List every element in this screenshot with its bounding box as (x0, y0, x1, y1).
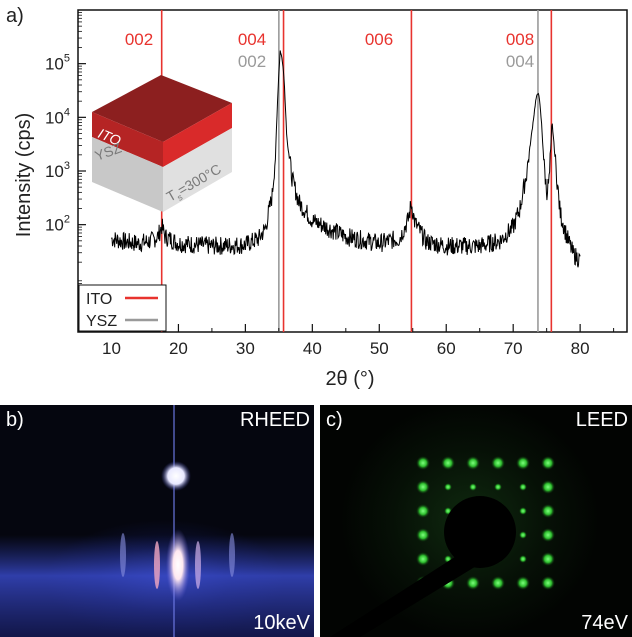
leed-spot (466, 576, 480, 590)
leed-spot (519, 531, 527, 539)
x-tick-label: 70 (504, 339, 523, 358)
rheed-pattern (0, 405, 314, 637)
panel-c-leed-image: c) LEED 74eV (320, 405, 632, 637)
legend-box (78, 284, 167, 332)
cube-left-ysz (92, 137, 163, 212)
legend: ITO YSZ (78, 284, 167, 332)
y-tick-label: 104 (45, 106, 70, 127)
y-axis-label: Intensity (cps) (13, 113, 35, 237)
panel-b-letter: b) (6, 409, 24, 431)
leed-spot (466, 456, 480, 470)
x-tick-label: 50 (370, 339, 389, 358)
series-group (111, 50, 581, 268)
leed-electron-gun-shadow (444, 496, 516, 568)
cube-right-ito (163, 103, 232, 167)
panel-b-title: RHEED (239, 409, 310, 431)
peak-label-ito-004: 004 (238, 30, 266, 49)
leed-spot (494, 483, 502, 491)
leed-spot (444, 483, 452, 491)
leed-spot (416, 528, 430, 542)
x-axis-label: 2θ (°) (325, 368, 374, 390)
y-tick-label: 102 (45, 214, 70, 235)
leed-spot (541, 576, 555, 590)
xrd-series-line (111, 50, 581, 268)
peak-label-ysz-002: 002 (238, 52, 266, 71)
legend-ito-label: ITO (86, 291, 112, 308)
rheed-streak-right (195, 541, 201, 589)
leed-spot (416, 480, 430, 494)
leed-spot (541, 456, 555, 470)
leed-spot (519, 555, 527, 563)
reference-lines (160, 10, 553, 332)
cube-top-face (92, 75, 232, 142)
leed-spot (416, 552, 430, 566)
leed-spot (469, 483, 477, 491)
leed-spot (519, 507, 527, 515)
x-tick-label: 20 (169, 339, 188, 358)
x-tick-label: 10 (102, 339, 121, 358)
leed-spot (441, 456, 455, 470)
x-tick-label: 30 (236, 339, 255, 358)
peak-labels: 002 004 002 006 008 004 (125, 30, 534, 71)
y-tick-label: 105 (45, 53, 70, 74)
legend-ysz-label: YSZ (86, 313, 117, 330)
x-tick-label: 40 (303, 339, 322, 358)
peak-label-ito-008: 008 (506, 30, 534, 49)
rheed-streak-far-left (120, 533, 126, 577)
leed-pattern (330, 456, 555, 637)
leed-spot (541, 552, 555, 566)
inset-sample-cube: ITO YSZ Ts=300°C (92, 75, 232, 212)
leed-spot (516, 456, 530, 470)
x-tick-label: 80 (571, 339, 590, 358)
panel-b-energy: 10keV (253, 612, 310, 634)
rheed-streak-left (154, 541, 160, 589)
peak-label-ito-002: 002 (125, 30, 153, 49)
panel-c-title: LEED (575, 409, 628, 431)
leed-spot (519, 483, 527, 491)
rheed-specular-streak (166, 529, 190, 601)
y-axis-ticks: 105 104 103 102 (45, 12, 86, 317)
cube-left-ito (92, 112, 163, 167)
x-axis-ticks: 10 20 30 40 50 60 70 80 (102, 324, 615, 358)
y-tick-label: 103 (45, 160, 70, 181)
peak-label-ito-006: 006 (365, 30, 393, 49)
leed-spot (491, 456, 505, 470)
rheed-streak-far-right (229, 533, 235, 577)
leed-spot (416, 456, 430, 470)
x-tick-label: 60 (437, 339, 456, 358)
panel-c-energy: 74eV (581, 612, 628, 634)
leed-spot (416, 504, 430, 518)
leed-spot (541, 480, 555, 494)
peak-label-ysz-004: 004 (506, 52, 534, 71)
leed-gun-arm-shadow (330, 555, 478, 637)
panel-b-rheed-image: b) RHEED 10keV (0, 405, 314, 637)
leed-spot (491, 576, 505, 590)
cube-right-ysz (163, 128, 232, 212)
leed-spot (516, 576, 530, 590)
panel-a-letter: a) (6, 5, 24, 27)
panel-c-letter: c) (326, 409, 343, 431)
rheed-direct-beam-spot (161, 461, 191, 491)
leed-spot (541, 528, 555, 542)
leed-spot (541, 504, 555, 518)
